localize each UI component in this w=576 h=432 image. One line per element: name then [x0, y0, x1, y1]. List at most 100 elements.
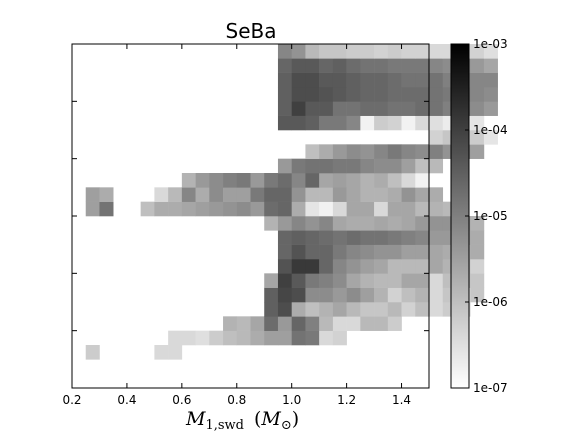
heatmap-cell [305, 144, 320, 159]
x-axis: 0.2 0.4 0.6 0.8 1.0 1.2 1.4 [62, 44, 411, 407]
heatmap-cell [470, 87, 485, 102]
heatmap-cell [305, 259, 320, 274]
heatmap-cell [332, 158, 347, 174]
heatmap-cell [264, 201, 279, 217]
heatmap-cell [415, 273, 430, 288]
heatmap-cell [291, 44, 306, 59]
heatmap-cell [415, 230, 430, 245]
x-axis-label: M1,swd (M⊙) [185, 408, 299, 432]
heatmap-cell [291, 158, 306, 174]
heatmap-cell [291, 259, 306, 274]
heatmap-cell [291, 201, 306, 217]
heatmap-cell [305, 273, 320, 288]
colorbar-tick-label: 1e-06 [473, 295, 508, 309]
colorbar-tick-label: 1e-07 [473, 381, 508, 395]
heatmap-cell [319, 259, 334, 274]
heatmap-cell [291, 216, 306, 231]
heatmap-cell [401, 216, 416, 231]
heatmap-cell [374, 216, 389, 231]
heatmap-cell [236, 201, 251, 217]
heatmap-cell [291, 58, 306, 73]
heatmap-cell [332, 273, 347, 288]
heatmap-cell [360, 158, 375, 174]
heatmap-cell [277, 201, 292, 217]
heatmap-cell [223, 201, 238, 217]
heatmap-cell [374, 101, 389, 116]
heatmap-cell [401, 259, 416, 274]
heatmap-cell [195, 201, 210, 217]
heatmap-cell [360, 44, 375, 59]
heatmap-cell [360, 316, 375, 331]
heatmap-cell [291, 273, 306, 288]
heatmap-cell [401, 144, 416, 159]
heatmap-cell [332, 144, 347, 159]
heatmap-cell [181, 330, 196, 346]
heatmap-cell [360, 302, 375, 317]
heatmap-cell [360, 101, 375, 116]
heatmap-cell [223, 187, 238, 202]
heatmap-cell [401, 173, 416, 188]
heatmap-cell [360, 287, 375, 303]
heatmap-cell [332, 316, 347, 331]
heatmap-cell [291, 187, 306, 202]
heatmap-cell [346, 173, 361, 188]
heatmap-cell [346, 144, 361, 159]
heatmap-cell [346, 273, 361, 288]
heatmap-cell [319, 287, 334, 303]
heatmap-cell [470, 130, 485, 145]
heatmap-cell [236, 316, 251, 331]
heatmap-cell [332, 201, 347, 217]
heatmap-cell [360, 58, 375, 73]
heatmap-cell [319, 44, 334, 59]
heatmap-cell [305, 58, 320, 73]
heatmap-cell [332, 72, 347, 88]
x-tick-label: 0.6 [172, 393, 191, 407]
heatmap-cell [387, 58, 402, 73]
heatmap-cell [291, 87, 306, 102]
heatmap-cell [85, 201, 100, 217]
heatmap-cell [360, 244, 375, 260]
heatmap-cell [374, 87, 389, 102]
heatmap-cell [360, 201, 375, 217]
heatmap-cell [374, 158, 389, 174]
heatmap-cell [250, 316, 265, 331]
x-tick-label: 1.4 [392, 393, 411, 407]
heatmap-cell [374, 201, 389, 217]
heatmap-cell [264, 302, 279, 317]
heatmap-cell [374, 144, 389, 159]
heatmap-cell [360, 230, 375, 245]
heatmap-cell [277, 259, 292, 274]
heatmap-cell [470, 259, 485, 274]
heatmap-cell [277, 316, 292, 331]
heatmap-cell [415, 302, 430, 317]
heatmap-cell [332, 230, 347, 245]
heatmap-cell [415, 144, 430, 159]
heatmap-cell [181, 187, 196, 202]
heatmap-cell [319, 87, 334, 102]
heatmap-cell [387, 101, 402, 116]
heatmap-cell [305, 72, 320, 88]
heatmap-cell [470, 273, 485, 288]
heatmap-cell [415, 44, 430, 59]
heatmap-cell [415, 216, 430, 231]
heatmap-cell [332, 58, 347, 73]
heatmap-cell [305, 173, 320, 188]
heatmap-cell [319, 72, 334, 88]
heatmap-cell [360, 144, 375, 159]
heatmap-cell [346, 72, 361, 88]
heatmap-cell [264, 330, 279, 346]
heatmap-cells [85, 44, 498, 360]
heatmap-cell [387, 201, 402, 217]
x-axis-unit-main: M [260, 408, 281, 430]
heatmap-cell [483, 87, 498, 102]
heatmap-cell [319, 273, 334, 288]
heatmap-cell [319, 144, 334, 159]
heatmap-cell [332, 187, 347, 202]
heatmap-cell [305, 244, 320, 260]
heatmap-cell [387, 44, 402, 59]
heatmap-cell [360, 273, 375, 288]
heatmap-cell [387, 173, 402, 188]
heatmap-cell [223, 330, 238, 346]
heatmap-cell [387, 87, 402, 102]
